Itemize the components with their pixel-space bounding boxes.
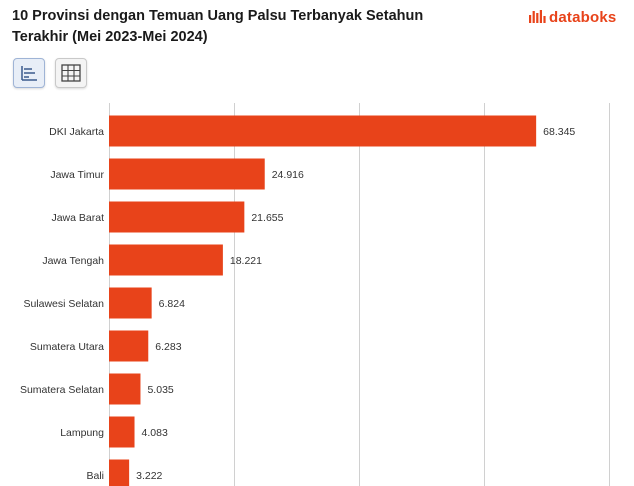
table-view-button[interactable] — [55, 58, 87, 88]
label-layer: DKI Jakarta 68.345 Jawa Timur 24.916 Jawa Ba… — [20, 126, 575, 482]
brand-name: databoks — [549, 8, 617, 26]
databoks-logo-icon — [529, 10, 546, 23]
bar[interactable] — [109, 373, 141, 405]
value-label: 4.083 — [142, 427, 168, 439]
chart-title: 10 Provinsi dengan Temuan Uang Palsu Ter… — [12, 8, 424, 45]
value-label: 6.824 — [159, 298, 185, 310]
bar[interactable] — [109, 201, 245, 233]
category-label: Sumatera Selatan — [20, 384, 104, 396]
bar[interactable] — [109, 459, 130, 486]
value-label: 3.222 — [136, 470, 162, 482]
bar-layer — [109, 115, 537, 486]
bar[interactable] — [109, 330, 149, 362]
value-label: 68.345 — [543, 126, 575, 138]
bar[interactable] — [109, 158, 265, 190]
category-label: Jawa Tengah — [42, 255, 104, 267]
chart-view-button[interactable] — [13, 58, 45, 88]
value-label: 5.035 — [147, 384, 173, 396]
category-label: Jawa Timur — [50, 169, 104, 181]
value-label: 6.283 — [155, 341, 181, 353]
category-label: Bali — [86, 470, 104, 482]
category-label: Lampung — [60, 427, 104, 439]
bar[interactable] — [109, 287, 152, 319]
category-label: DKI Jakarta — [49, 126, 104, 138]
value-label: 18.221 — [230, 255, 262, 267]
table-grid-icon — [61, 64, 81, 82]
category-label: Sulawesi Selatan — [23, 298, 104, 310]
category-label: Jawa Barat — [51, 212, 104, 224]
bar[interactable] — [109, 416, 135, 448]
value-label: 21.655 — [251, 212, 283, 224]
category-label: Sumatera Utara — [30, 341, 104, 353]
bar-chart-icon — [21, 66, 37, 81]
value-label: 24.916 — [272, 169, 304, 181]
bar[interactable] — [109, 244, 223, 276]
bar[interactable] — [109, 115, 537, 147]
databoks-logo: databoks — [528, 8, 616, 26]
